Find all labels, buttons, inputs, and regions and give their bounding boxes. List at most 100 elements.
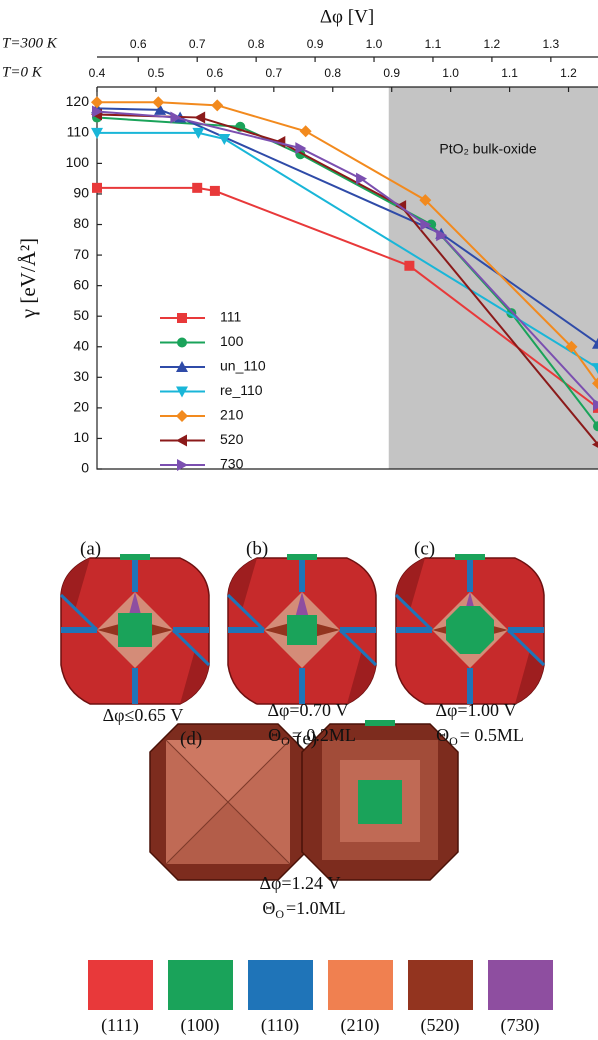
y-tick-label: 110	[67, 124, 90, 140]
panel-condition: Δφ=1.00 V	[435, 700, 516, 720]
data-point	[356, 172, 368, 185]
facet-label: (100)	[181, 1015, 220, 1036]
facet-swatch	[88, 960, 153, 1010]
polyhedron-b	[226, 552, 378, 706]
data-point	[194, 111, 206, 124]
legend-label: 111	[220, 309, 241, 325]
coverage-sub: O	[281, 734, 290, 748]
x-title: Δφ [V]	[320, 6, 374, 27]
legend-marker	[176, 386, 188, 398]
y-tick-label: 80	[73, 215, 89, 231]
data-point	[592, 441, 598, 448]
data-point	[91, 127, 103, 139]
legend-label: 730	[220, 456, 244, 472]
x2-tick-label: 1.1	[425, 37, 442, 51]
panel-tag: (b)	[246, 538, 268, 559]
data-point	[592, 377, 598, 390]
data-point	[420, 218, 432, 231]
panel-condition: Δφ=0.70 V	[267, 700, 348, 720]
legend-marker	[177, 459, 188, 471]
data-point	[274, 136, 286, 149]
x2-tick-label: 1.0	[366, 37, 383, 51]
y-tick-label: 70	[73, 246, 89, 262]
x-tick-label: 0.9	[383, 66, 400, 80]
polyhedron-e	[301, 720, 459, 881]
facet-label: (520)	[421, 1015, 460, 1036]
legend-marker	[176, 361, 188, 372]
x2-tick-label: 0.8	[248, 37, 265, 51]
x-tick-label: 0.6	[207, 66, 224, 80]
data-point	[218, 133, 231, 145]
data-point	[91, 96, 103, 109]
x-tick-label: 0.5	[148, 66, 165, 80]
legend-marker	[177, 313, 187, 323]
facet-label: (210)	[341, 1015, 380, 1036]
data-point	[192, 182, 203, 193]
coverage-text: = 0.2ML	[292, 725, 356, 745]
legend-label: 210	[220, 407, 244, 423]
data-point	[211, 99, 224, 112]
x-tick-label: 0.7	[265, 66, 282, 80]
panel-tag: (c)	[414, 538, 435, 559]
data-point	[295, 142, 307, 155]
facet-swatch	[248, 960, 313, 1010]
coverage-text: =1.0ML	[286, 898, 346, 918]
shaded-region	[388, 87, 598, 469]
legend-marker	[176, 434, 187, 447]
legend-marker	[177, 337, 187, 348]
coverage-symbol: Θ	[268, 725, 281, 745]
facet-label: (110)	[261, 1015, 299, 1036]
x-tick-label: 0.4	[89, 66, 106, 80]
panel-tag: (d)	[180, 728, 202, 749]
legend-label: un_110	[220, 358, 266, 374]
y-tick-label: 40	[73, 337, 89, 353]
panel-coverage: ΘO = 0.5ML	[436, 725, 524, 748]
y-tick-label: 60	[73, 276, 89, 292]
facet-swatch	[488, 960, 553, 1010]
series-line	[97, 131, 598, 370]
plot: PtO₂ bulk-oxide 0 10 20 30 40 50 60 70 80 90 100 110…	[2, 6, 598, 476]
y-tick-label: 50	[73, 307, 89, 323]
y-tick-label: 90	[73, 185, 89, 201]
data-point	[593, 421, 598, 432]
polyhedron-a	[59, 552, 211, 706]
data-point	[92, 105, 103, 118]
facet-label: (111)	[101, 1015, 139, 1036]
data-point	[592, 337, 598, 349]
legend-label: 520	[220, 431, 244, 447]
y-title: γ [eV/Å²]	[16, 238, 40, 319]
legend-marker	[176, 410, 188, 422]
panel-coverage: ΘO =1.0ML	[262, 898, 345, 921]
y-tick-label: 10	[73, 429, 89, 445]
y-tick-label: 0	[81, 460, 89, 476]
x-tick-label: 0.8	[324, 66, 341, 80]
panel-condition: Δφ≤0.65 V	[103, 705, 184, 725]
data-point	[209, 185, 220, 196]
x2-tick-label: 1.3	[543, 37, 560, 51]
x-tick-label: 1.2	[560, 66, 577, 80]
y-tick-label: 120	[66, 93, 90, 109]
facet-swatch	[408, 960, 473, 1010]
data-point	[593, 398, 598, 411]
series-line	[96, 116, 598, 427]
data-point	[436, 229, 448, 242]
x2-tick-label: 1.2	[484, 37, 501, 51]
y-tick-label: 20	[73, 399, 89, 415]
panel-coverage: ΘO = 0.2ML	[268, 725, 356, 748]
panel-tag: (e)	[296, 728, 317, 749]
data-point	[92, 182, 102, 193]
data-point	[565, 340, 578, 353]
legend-label: re_110	[220, 382, 263, 398]
facet-swatch	[328, 960, 393, 1010]
x2-tick-label: 0.7	[189, 37, 206, 51]
data-point	[192, 127, 205, 139]
data-point	[404, 260, 415, 271]
data-point	[170, 111, 182, 124]
coverage-text: = 0.5ML	[460, 725, 524, 745]
coverage-symbol: Θ	[436, 725, 449, 745]
x-tick-label: 1.1	[501, 66, 518, 80]
data-point	[419, 194, 432, 207]
data-point	[299, 125, 312, 138]
panel-condition: Δφ=1.24 V	[259, 873, 340, 893]
